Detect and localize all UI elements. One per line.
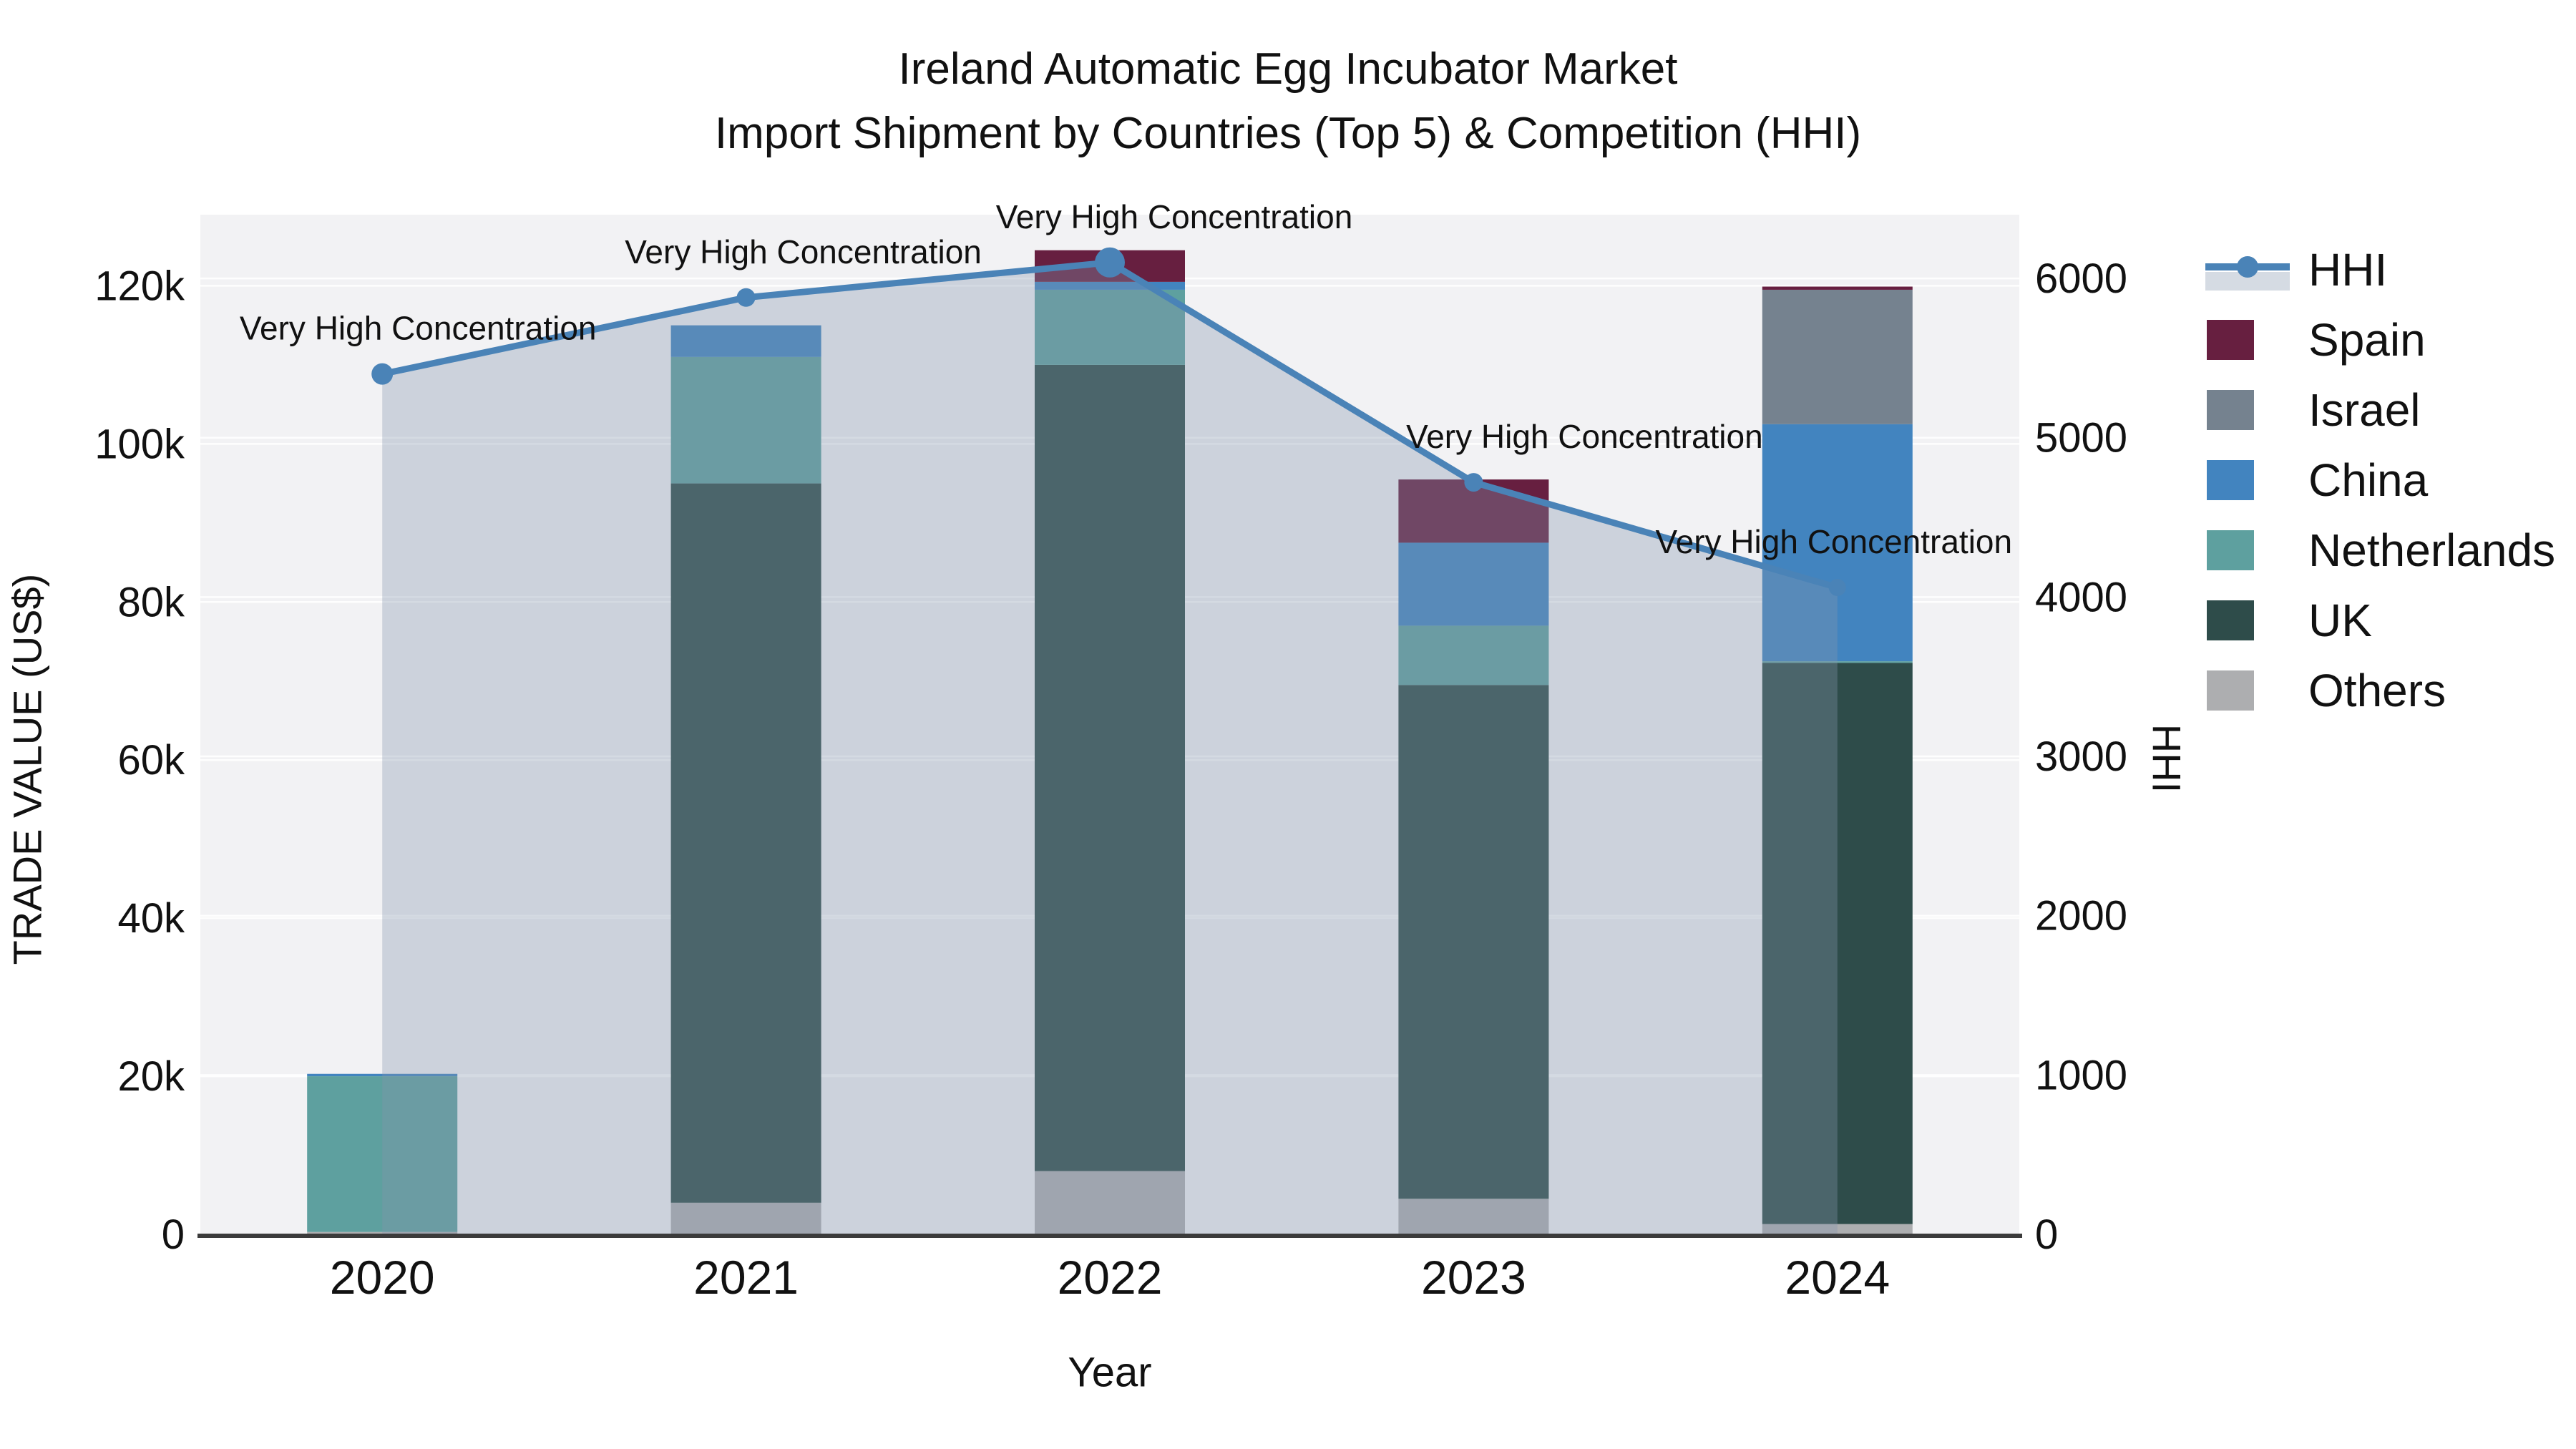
legend-hhi-marker-icon [2237, 256, 2258, 278]
legend-color-swatch-icon [2205, 655, 2290, 726]
bar-segment-netherlands-2024 [1762, 661, 1913, 663]
legend-label-israel: Israel [2308, 384, 2421, 436]
legend-item-others: Others [2205, 655, 2555, 726]
legend-swatch-spain [2207, 320, 2254, 360]
bar-segment-uk-2024 [1762, 663, 1913, 1224]
bar-segment-israel-2024 [1762, 289, 1913, 424]
legend-label-netherlands: Netherlands [2308, 525, 2556, 576]
bar-segment-china-2021 [670, 325, 821, 357]
legend-color-swatch-icon [2205, 585, 2290, 655]
hhi-marker-2020 [371, 363, 394, 385]
y-tick-label-left: 0 [162, 1211, 185, 1258]
bar-segment-netherlands-2020 [307, 1076, 458, 1232]
legend-item-spain: Spain [2205, 305, 2555, 375]
y-tick-label-right: 4000 [2035, 574, 2127, 620]
bar-segment-china-2023 [1398, 542, 1549, 626]
legend-label-china: China [2308, 454, 2429, 506]
x-tick-label: 2024 [1785, 1251, 1890, 1304]
chart-title-line-1: Ireland Automatic Egg Incubator Market [898, 44, 1678, 94]
legend-color-swatch-icon [2205, 375, 2290, 445]
bar-segment-others-2020 [307, 1231, 458, 1234]
bar-segment-netherlands-2021 [670, 356, 821, 484]
y-tick-label-right: 1000 [2035, 1052, 2127, 1098]
legend-item-china: China [2205, 445, 2555, 515]
y-tick-label-right: 5000 [2035, 415, 2127, 462]
legend-color-swatch-icon [2205, 445, 2290, 515]
bar-segment-spain-2024 [1762, 286, 1913, 290]
legend: HHI Spain Israel China Netherlands UK Others [2205, 235, 2555, 726]
legend-label-hhi: HHI [2308, 244, 2388, 296]
chart-title-line-2: Import Shipment by Countries (Top 5) & C… [714, 108, 1862, 158]
bar-segment-uk-2021 [670, 483, 821, 1203]
legend-item-uk: UK [2205, 585, 2555, 655]
legend-color-swatch-icon [2205, 305, 2290, 375]
bar-segment-others-2023 [1398, 1199, 1549, 1234]
legend-hhi-line-icon [2205, 235, 2290, 305]
bar-segment-china-2024 [1762, 424, 1913, 662]
y-tick-label-right: 0 [2035, 1211, 2058, 1258]
y-tick-label-left: 40k [117, 895, 185, 942]
y-tick-label-left: 100k [94, 421, 185, 467]
hhi-marker-2023 [1464, 473, 1483, 492]
hhi-marker-2021 [736, 288, 756, 307]
legend-item-netherlands: Netherlands [2205, 515, 2555, 585]
annotation-very-high-concentration: Very High Concentration [996, 198, 1353, 235]
bar-segment-netherlands-2022 [1035, 289, 1185, 365]
legend-swatch-israel [2207, 390, 2254, 430]
x-tick-label: 2020 [330, 1251, 435, 1304]
y-tick-label-right: 2000 [2035, 893, 2127, 940]
legend-swatch-china [2207, 460, 2254, 500]
y-tick-label-left: 120k [94, 263, 185, 309]
annotation-very-high-concentration: Very High Concentration [625, 233, 982, 270]
y-tick-label-left: 80k [117, 579, 185, 625]
legend-label-uk: UK [2308, 595, 2372, 646]
bar-segment-others-2024 [1762, 1224, 1913, 1234]
bar-segment-china-2020 [307, 1073, 458, 1077]
annotation-very-high-concentration: Very High Concentration [1406, 418, 1763, 455]
hhi-marker-2022 [1095, 247, 1125, 278]
bar-segment-uk-2022 [1035, 364, 1185, 1171]
x-axis-title: Year [1068, 1349, 1152, 1396]
bar-segment-others-2022 [1035, 1171, 1185, 1234]
y-tick-label-right: 6000 [2035, 255, 2127, 302]
chart-title: Ireland Automatic Egg Incubator Market I… [0, 37, 2576, 166]
legend-label-others: Others [2308, 665, 2446, 716]
legend-swatch-uk [2207, 600, 2254, 640]
bar-segment-netherlands-2023 [1398, 625, 1549, 686]
bar-segment-uk-2023 [1398, 685, 1549, 1199]
annotation-very-high-concentration: Very High Concentration [1655, 523, 2012, 560]
x-tick-label: 2023 [1421, 1251, 1526, 1304]
x-tick-label: 2021 [693, 1251, 799, 1304]
y-tick-label-left: 20k [117, 1053, 185, 1100]
legend-label-spain: Spain [2308, 314, 2426, 366]
bar-segment-others-2021 [670, 1202, 821, 1234]
legend-item-hhi: HHI [2205, 235, 2555, 305]
hhi-marker-2024 [1828, 579, 1846, 597]
hhi-area [382, 262, 1838, 1234]
annotation-very-high-concentration: Very High Concentration [240, 310, 597, 347]
legend-color-swatch-icon [2205, 515, 2290, 585]
legend-swatch-others [2207, 670, 2254, 711]
bar-segment-china-2022 [1035, 281, 1185, 290]
legend-item-israel: Israel [2205, 375, 2555, 445]
legend-swatch-netherlands [2207, 530, 2254, 570]
y-tick-label-left: 60k [117, 737, 185, 784]
y-tick-label-right: 3000 [2035, 733, 2127, 780]
x-tick-label: 2022 [1058, 1251, 1163, 1304]
